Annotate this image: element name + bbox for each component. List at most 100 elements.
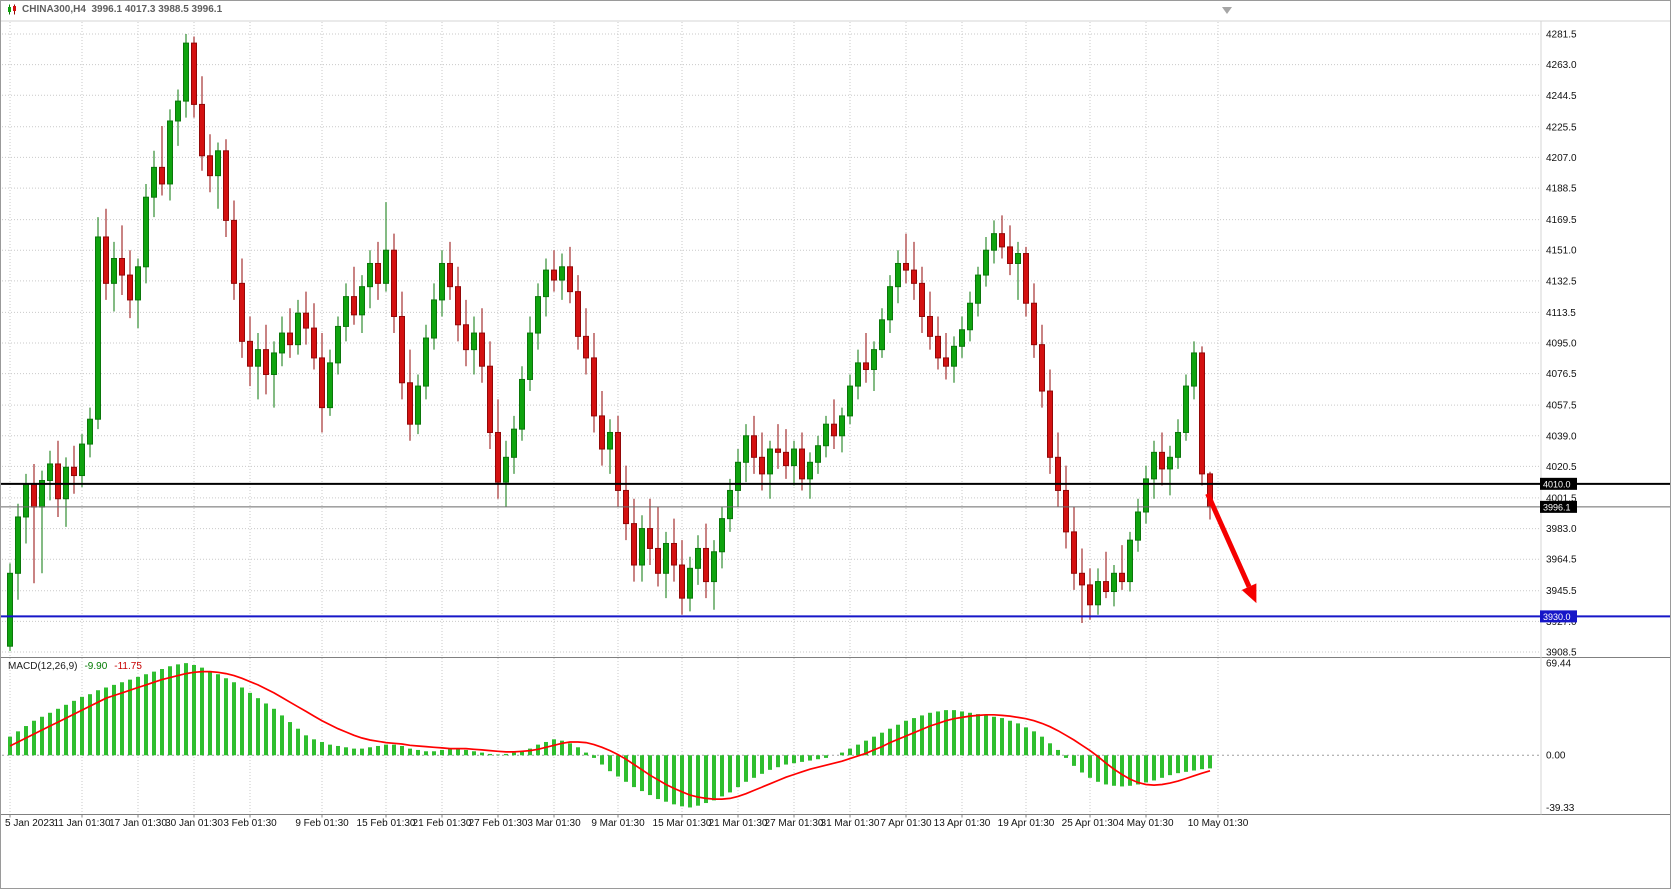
candles-layer: [7, 34, 1213, 652]
macd-tick-label: 0.00: [1546, 751, 1566, 762]
candle-body: [511, 428, 517, 458]
time-label: 27 Mar 01:30: [765, 818, 824, 829]
candle-body: [1103, 581, 1109, 593]
candle-body: [199, 103, 205, 157]
candle-body: [1039, 344, 1045, 392]
candle-body: [847, 385, 853, 417]
candle-body: [679, 564, 685, 599]
candle-body: [135, 266, 141, 301]
candle-body: [599, 415, 605, 450]
candle-body: [23, 483, 29, 518]
candle-body: [639, 528, 645, 566]
candle-body: [559, 266, 565, 281]
candle-body: [591, 357, 597, 417]
time-label: 30 Jan 01:30: [165, 818, 223, 829]
candle-body: [1071, 531, 1077, 574]
candle-body: [119, 258, 125, 276]
trend-arrow[interactable]: [1205, 492, 1257, 604]
time-label: 15 Feb 01:30: [357, 818, 416, 829]
candle-body: [783, 451, 789, 467]
candle-body: [223, 150, 229, 221]
price-badge: [1540, 610, 1577, 623]
price-badge: [1540, 500, 1577, 513]
candle-body: [615, 431, 621, 491]
candle-body: [303, 312, 309, 329]
candle-body: [687, 567, 693, 599]
candle-body: [391, 249, 397, 317]
candle-body: [567, 266, 573, 293]
candle-body: [991, 233, 997, 251]
candle-body: [607, 431, 613, 450]
candle-body: [479, 332, 485, 367]
candle-body: [279, 332, 285, 354]
candle-body: [311, 327, 317, 359]
price-tick-label: 4188.5: [1546, 184, 1577, 195]
macd-label: MACD(12,26,9): [8, 661, 78, 672]
price-tick-label: 4095.0: [1546, 339, 1577, 350]
candle-body: [487, 365, 493, 433]
candle-body: [871, 349, 877, 371]
panel-chrome: [1, 7, 1670, 815]
candle-body: [183, 42, 189, 102]
object-lines-layer[interactable]: [1, 482, 1671, 618]
candle-body: [87, 418, 93, 445]
time-label: 25 Apr 01:30: [1062, 818, 1119, 829]
candle-body: [815, 445, 821, 463]
candle-body: [1015, 253, 1021, 264]
price-tick-label: 4001.5: [1546, 493, 1577, 504]
time-label: 9 Mar 01:30: [591, 818, 645, 829]
candle-body: [791, 448, 797, 467]
candle-body: [367, 262, 373, 288]
macd-tick-label: 69.44: [1546, 659, 1571, 670]
candle-body: [415, 385, 421, 425]
time-label: 31 Mar 01:30: [821, 818, 880, 829]
candle-body: [191, 42, 197, 105]
candle-body: [159, 166, 165, 185]
candle-body: [663, 542, 669, 574]
candle-body: [1159, 451, 1165, 470]
chart-shift-marker-icon[interactable]: [1222, 7, 1232, 14]
candle-body: [911, 269, 917, 284]
price-tick-label: 3945.5: [1546, 586, 1577, 597]
candle-body: [711, 551, 717, 583]
price-badge: [1540, 477, 1577, 490]
price-tick-label: 4076.5: [1546, 369, 1577, 380]
candle-body: [71, 466, 77, 477]
candle-body: [127, 274, 133, 301]
candle-body: [447, 262, 453, 288]
macd-indicator-label: MACD(12,26,9) -9.90 -11.75: [8, 661, 142, 672]
candle-body: [103, 236, 109, 284]
price-tick-label: 4169.5: [1546, 215, 1577, 226]
price-badge-label: 3930.0: [1543, 612, 1571, 622]
candle-body: [1063, 489, 1069, 533]
price-badge-label: 4010.0: [1543, 479, 1571, 489]
time-label: 17 Jan 01:30: [109, 818, 167, 829]
candle-body: [759, 456, 765, 475]
macd-histogram-layer: [8, 663, 1212, 808]
candle-body: [231, 219, 237, 284]
candle-body: [111, 258, 117, 284]
time-label: 21 Feb 01:30: [413, 818, 472, 829]
candle-body: [343, 296, 349, 327]
candle-body: [887, 286, 893, 321]
candle-body: [287, 332, 293, 346]
price-tick-label: 4113.5: [1546, 308, 1576, 319]
candle-body: [263, 349, 269, 375]
candle-body: [319, 357, 325, 409]
candle-body: [1055, 456, 1061, 491]
candle-body: [455, 286, 461, 326]
time-label: 19 Apr 01:30: [998, 818, 1055, 829]
time-label: 21 Mar 01:30: [709, 818, 768, 829]
price-tick-label: 3908.5: [1546, 648, 1577, 659]
candle-body: [7, 572, 13, 647]
candle-body: [1095, 581, 1101, 606]
candle-body: [383, 249, 389, 284]
candle-body: [767, 448, 773, 475]
candle-body: [1151, 451, 1157, 480]
candle-body: [799, 448, 805, 480]
candle-body: [823, 423, 829, 447]
candle-body: [47, 463, 53, 482]
candle-body: [55, 463, 61, 500]
